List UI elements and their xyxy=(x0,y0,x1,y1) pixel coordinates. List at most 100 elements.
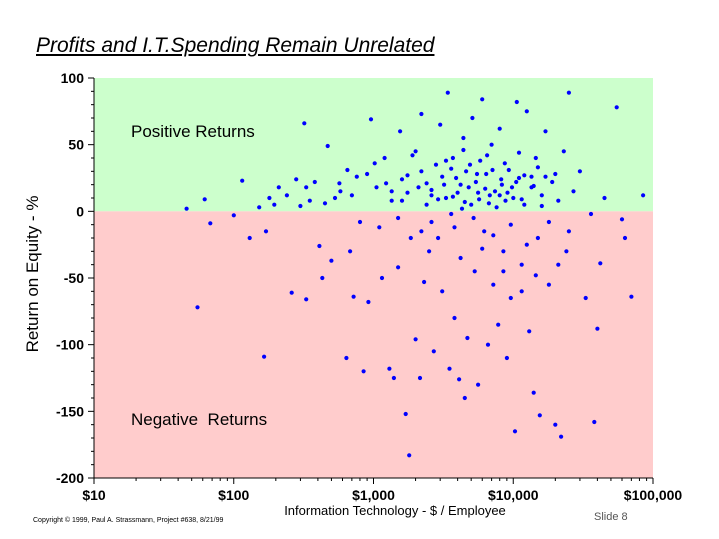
data-point xyxy=(413,149,418,154)
data-point xyxy=(452,225,457,230)
data-point xyxy=(553,422,558,427)
negative-returns-label: Negative Returns xyxy=(131,410,267,429)
data-point xyxy=(433,162,439,167)
data-point xyxy=(478,158,483,163)
data-point xyxy=(561,149,566,154)
data-point xyxy=(231,213,236,218)
data-point xyxy=(476,190,481,195)
data-point xyxy=(491,233,496,238)
data-point xyxy=(365,171,370,177)
data-point xyxy=(564,249,569,254)
y-tick-label: -100 xyxy=(56,337,84,353)
data-point xyxy=(452,315,457,321)
data-point xyxy=(312,179,317,185)
data-point xyxy=(440,174,445,179)
data-point xyxy=(262,354,267,359)
data-point xyxy=(449,166,454,171)
data-point xyxy=(480,246,485,251)
data-point xyxy=(440,289,445,294)
y-axis-label: Return on Equity - % xyxy=(23,196,42,353)
data-point xyxy=(535,165,541,170)
data-point xyxy=(391,375,396,381)
data-point xyxy=(396,265,401,270)
data-point xyxy=(508,222,513,227)
data-point xyxy=(345,167,350,173)
data-point xyxy=(419,111,424,117)
tick-labels: 100 50 0 -50 -100 -150 -200$10 $100 $1,000 $10,00… xyxy=(56,70,682,503)
chart-title: Profits and I.T.Spending Remain Unrelate… xyxy=(36,34,435,57)
data-point xyxy=(361,369,366,374)
data-point xyxy=(506,167,511,173)
data-point xyxy=(465,335,470,341)
x-tick-label: $1,000 xyxy=(352,487,395,503)
data-point xyxy=(405,173,410,178)
data-point xyxy=(349,193,354,198)
data-point xyxy=(511,195,516,201)
data-point xyxy=(483,186,488,191)
data-point xyxy=(298,203,303,209)
data-point xyxy=(366,299,371,305)
data-point xyxy=(543,129,548,134)
data-point xyxy=(458,255,463,261)
data-point xyxy=(445,90,450,95)
data-point xyxy=(467,162,473,167)
data-point xyxy=(195,305,200,310)
data-point xyxy=(490,167,495,173)
data-point xyxy=(486,201,491,206)
data-point xyxy=(504,355,509,361)
data-point xyxy=(424,181,429,186)
data-point xyxy=(399,198,405,203)
data-point xyxy=(529,174,534,179)
data-point xyxy=(464,169,469,174)
data-point xyxy=(337,181,342,186)
data-point xyxy=(546,219,552,225)
data-point xyxy=(389,198,394,203)
data-point xyxy=(577,169,583,174)
data-point xyxy=(302,121,307,126)
data-point xyxy=(450,194,455,199)
data-point xyxy=(442,182,447,187)
data-point xyxy=(461,135,466,141)
data-point xyxy=(202,197,207,202)
y-tick-label: -50 xyxy=(64,270,84,286)
data-point xyxy=(382,155,387,161)
x-tick-label: $100 xyxy=(218,487,249,503)
data-point xyxy=(263,229,269,234)
x-axis-label: Information Technology - $ / Employee xyxy=(284,503,506,518)
data-point xyxy=(377,225,382,230)
data-point xyxy=(485,342,491,347)
data-point xyxy=(491,282,496,287)
data-point xyxy=(499,182,504,187)
data-point xyxy=(566,229,572,234)
data-point xyxy=(497,126,502,131)
data-point xyxy=(543,174,548,179)
x-tick-label: $100,000 xyxy=(624,487,683,503)
data-point xyxy=(240,178,245,183)
data-point xyxy=(289,290,294,295)
data-point xyxy=(322,201,328,206)
data-point xyxy=(276,185,281,190)
data-point xyxy=(374,185,379,190)
data-point xyxy=(514,179,519,185)
data-point xyxy=(304,297,309,302)
data-point xyxy=(470,115,475,121)
copyright-note: Copyright © 1999, Paul A. Strassmann, Pr… xyxy=(33,517,224,524)
data-point xyxy=(304,185,309,190)
data-point xyxy=(619,217,625,222)
data-point xyxy=(524,242,529,247)
data-point xyxy=(535,235,541,241)
data-point xyxy=(413,337,418,342)
data-point xyxy=(471,215,476,221)
data-point xyxy=(537,413,542,418)
positive-region xyxy=(94,78,653,212)
data-point xyxy=(522,173,527,178)
data-point xyxy=(372,161,377,166)
data-point xyxy=(257,205,262,210)
data-point xyxy=(553,171,558,177)
data-point xyxy=(539,203,544,209)
data-point xyxy=(354,174,359,179)
data-point xyxy=(436,197,441,202)
data-point xyxy=(496,322,501,327)
data-point xyxy=(566,90,572,95)
